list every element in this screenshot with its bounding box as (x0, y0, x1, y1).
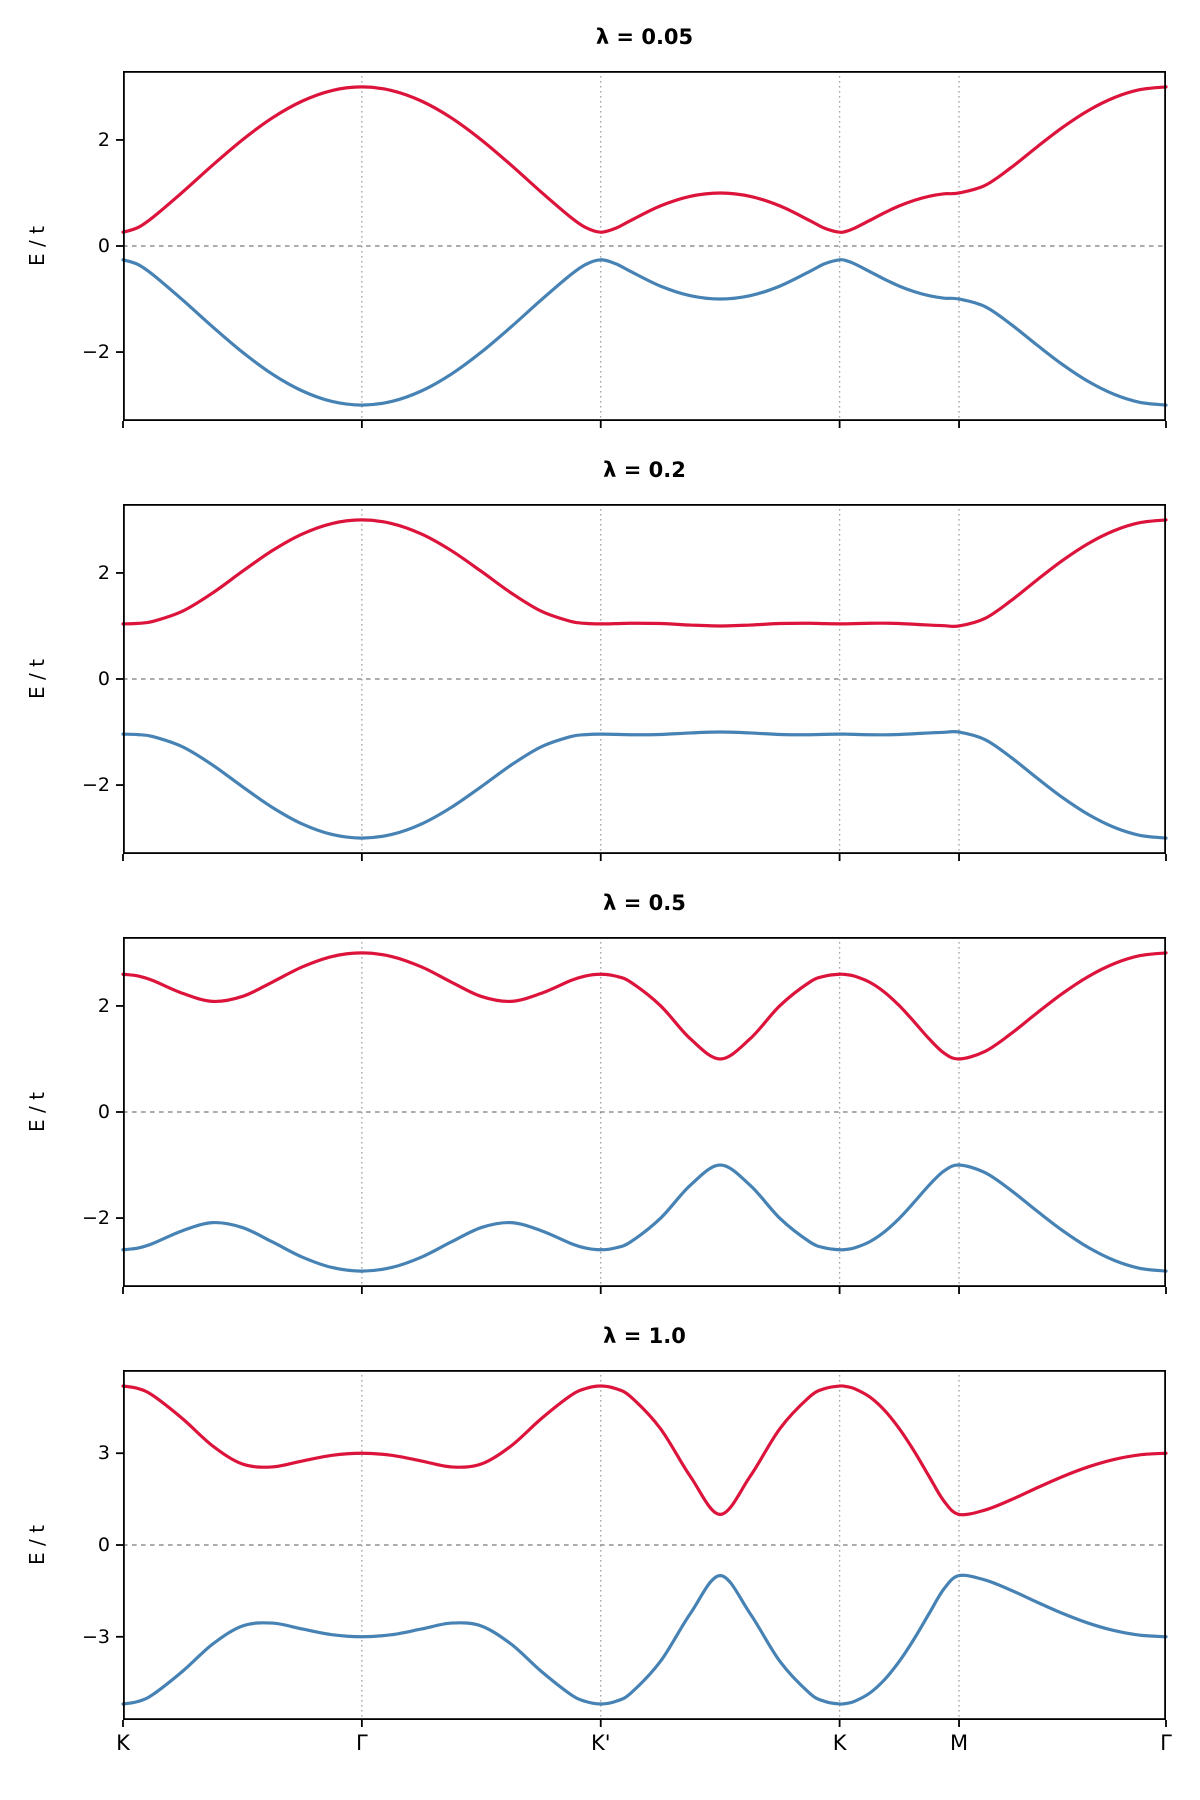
lower-band-curve (121, 1573, 1168, 1706)
axes-frame (122, 936, 1166, 1288)
panel-4: λ = 1.0 E / t −3 0 3 K Γ K' K M Γ (25, 1324, 1172, 1755)
panel-3-plot (116, 936, 1168, 1294)
x-tick-label-0: K (116, 1731, 130, 1755)
y-tick-label: 3 (97, 1442, 110, 1465)
y-tick-label: 2 (97, 561, 110, 584)
panel-1-y-axis-label: E / t (25, 226, 49, 266)
x-tick-label-5: Γ (1160, 1731, 1172, 1755)
panel-2-y-axis-label: E / t (25, 659, 49, 699)
y-tick-label: 0 (97, 1534, 110, 1556)
y-tick-label: −2 (81, 341, 110, 364)
axes-frame (122, 503, 1166, 855)
y-tick-label: 0 (97, 668, 110, 690)
y-tick-label: −2 (81, 1207, 110, 1230)
panel-2-plot (116, 503, 1168, 861)
upper-band-curve (121, 85, 1168, 234)
lower-band-curve (121, 1163, 1168, 1273)
y-tick-label: 0 (97, 235, 110, 257)
x-tick-label-2: K' (590, 1731, 611, 1755)
panel-4-plot (116, 1369, 1168, 1727)
y-tick-label: 2 (97, 128, 110, 151)
x-tick-label-1: Γ (356, 1731, 368, 1755)
y-tick-label: 2 (97, 994, 110, 1017)
y-tick-label: 0 (97, 1101, 110, 1123)
upper-band-curve (121, 1384, 1168, 1517)
y-tick-label: −3 (81, 1625, 110, 1648)
upper-band-curve (121, 518, 1168, 629)
panel-1: λ = 0.05 E / t −2 0 2 (25, 25, 1168, 428)
panel-3-y-axis-label: E / t (25, 1092, 49, 1132)
panel-2-title: λ = 0.2 (603, 458, 686, 482)
panel-2: λ = 0.2 E / t −2 0 2 (25, 458, 1168, 861)
panel-3-title: λ = 0.5 (603, 891, 686, 915)
x-tick-label-3: K (832, 1731, 847, 1755)
axes-frame (122, 1369, 1166, 1721)
panel-4-y-axis-label: E / t (25, 1525, 49, 1565)
panel-1-plot (116, 70, 1168, 428)
panel-4-title: λ = 1.0 (603, 1324, 686, 1348)
x-tick-label-4: M (949, 1731, 969, 1755)
lower-band-curve (121, 258, 1168, 407)
lower-band-curve (121, 729, 1168, 840)
y-tick-label: −2 (81, 774, 110, 797)
panel-3: λ = 0.5 E / t −2 0 2 (25, 891, 1168, 1294)
upper-band-curve (121, 951, 1168, 1061)
axes-frame (122, 70, 1166, 422)
panel-1-title: λ = 0.05 (595, 25, 694, 49)
